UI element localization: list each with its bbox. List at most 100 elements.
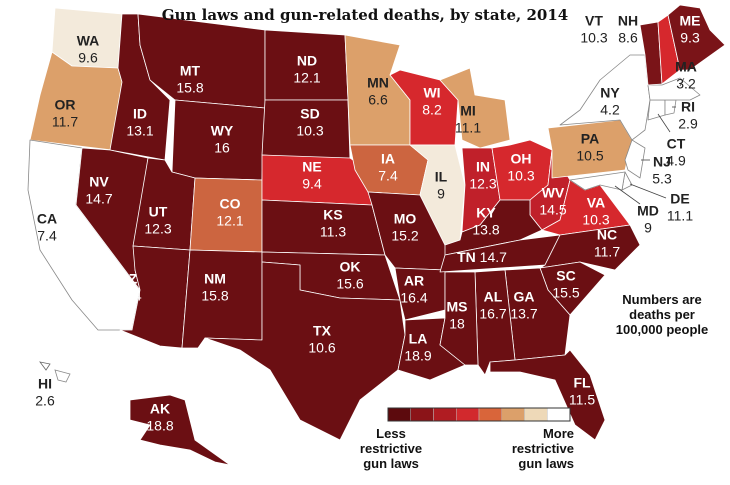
leader-line xyxy=(657,113,671,133)
legend-swatch xyxy=(501,407,525,422)
state-name: NY xyxy=(600,85,620,101)
state-name: UT xyxy=(149,204,168,220)
state-name: ID xyxy=(133,106,147,122)
state-value: 18.9 xyxy=(404,348,431,364)
state-name: CA xyxy=(37,211,57,227)
chart-title: Gun laws and gun-related deaths, by stat… xyxy=(161,6,569,24)
legend-low-label: Less restrictive gun laws xyxy=(359,426,423,471)
leader-line xyxy=(614,185,641,205)
state-value: 7.4 xyxy=(37,228,57,244)
state-value: 16.7 xyxy=(479,306,506,322)
legend-frame xyxy=(387,407,571,422)
state-name: FL xyxy=(573,375,591,391)
state-name: WA xyxy=(77,33,100,49)
state-name: AR xyxy=(404,273,424,289)
state-value: 3.2 xyxy=(676,76,696,92)
state-name: NV xyxy=(89,174,109,190)
state-name: NH xyxy=(618,13,638,29)
state-value: 8.6 xyxy=(618,30,638,46)
state-name: VT xyxy=(585,13,603,29)
state-value: 15.2 xyxy=(391,228,418,244)
state-name: MN xyxy=(367,75,389,91)
state-value: 11.1 xyxy=(667,208,693,224)
state-value: 4.9 xyxy=(666,153,686,169)
state-name: ND xyxy=(297,53,317,69)
state-value: 10.3 xyxy=(296,123,323,139)
state-value: 13.1 xyxy=(126,123,153,139)
state-name: MD xyxy=(637,203,659,219)
state xyxy=(54,369,71,383)
state xyxy=(489,349,606,441)
state-value: 15.8 xyxy=(201,288,228,304)
state-value: 16.4 xyxy=(400,290,427,306)
state-value: 12.3 xyxy=(144,221,171,237)
state-name: IL xyxy=(435,169,448,185)
state-value: 9.4 xyxy=(302,176,322,192)
state-value: 10.6 xyxy=(308,340,335,356)
state-value: 18 xyxy=(449,316,465,332)
state-value: 9 xyxy=(644,220,652,236)
state-value: 10.5 xyxy=(576,148,603,164)
state-value: 15.6 xyxy=(336,276,363,292)
state xyxy=(539,224,641,271)
state xyxy=(639,21,663,86)
state-value: 7.4 xyxy=(378,168,398,184)
state-name: WI xyxy=(423,85,440,101)
state-value: 9.6 xyxy=(78,50,98,66)
state xyxy=(394,267,446,321)
state-value: 10.3 xyxy=(580,30,607,46)
state-name: SC xyxy=(556,268,575,284)
state-value: 12.3 xyxy=(469,176,496,192)
state xyxy=(664,99,677,116)
state xyxy=(439,271,479,366)
state-value: 18.8 xyxy=(146,418,173,434)
state-name: PA xyxy=(581,131,599,147)
state-value: 14.7 xyxy=(85,191,112,207)
state xyxy=(624,139,646,179)
state-value: 2.6 xyxy=(35,393,55,409)
leader-line xyxy=(629,183,667,199)
state-name: NC xyxy=(597,227,617,243)
state-name: SD xyxy=(300,106,319,122)
state-name: KS xyxy=(323,207,342,223)
state-name: NM xyxy=(204,271,226,287)
state-value: 15.8 xyxy=(176,80,203,96)
legend-swatch xyxy=(410,407,434,422)
state-name: AL xyxy=(484,289,503,305)
state-name: HI xyxy=(38,376,52,392)
state-name: OH xyxy=(511,151,532,167)
state-name: GA xyxy=(514,289,535,305)
legend-swatch xyxy=(547,407,571,422)
state-name: WY xyxy=(211,123,234,139)
legend-swatch xyxy=(524,407,548,422)
state-value: 11.7 xyxy=(52,114,78,130)
state-value: 11.1 xyxy=(455,120,481,136)
state-name: ME xyxy=(680,13,701,29)
state-name: WV xyxy=(542,185,565,201)
state-value: 13.7 xyxy=(510,306,537,322)
state-value: 14.5 xyxy=(539,202,566,218)
state-name: VA xyxy=(587,195,605,211)
state xyxy=(569,171,626,191)
state-name: TN xyxy=(457,249,476,265)
state-name: MO xyxy=(394,211,417,227)
state-value: 11.5 xyxy=(569,392,595,408)
state-value: 13.4 xyxy=(114,288,141,304)
state-value: 10.3 xyxy=(582,212,609,228)
annotation: Numbers are deaths per 100,000 people xyxy=(615,292,709,337)
state-name: AZ xyxy=(119,271,138,287)
state-value: 10.3 xyxy=(507,168,534,184)
state-value: 15.5 xyxy=(552,285,579,301)
state-name: RI xyxy=(681,99,695,115)
state-name: CT xyxy=(667,136,686,152)
state-value: 2.9 xyxy=(678,116,698,132)
state-name: NJ xyxy=(653,154,671,170)
state-value: 9 xyxy=(437,186,445,202)
legend-swatch xyxy=(387,407,411,422)
state-name: MT xyxy=(180,63,201,79)
state-value: 6.6 xyxy=(368,92,388,108)
state-name: KY xyxy=(476,205,496,221)
state-name: NE xyxy=(302,159,321,175)
state-value: 11.7 xyxy=(594,244,620,260)
